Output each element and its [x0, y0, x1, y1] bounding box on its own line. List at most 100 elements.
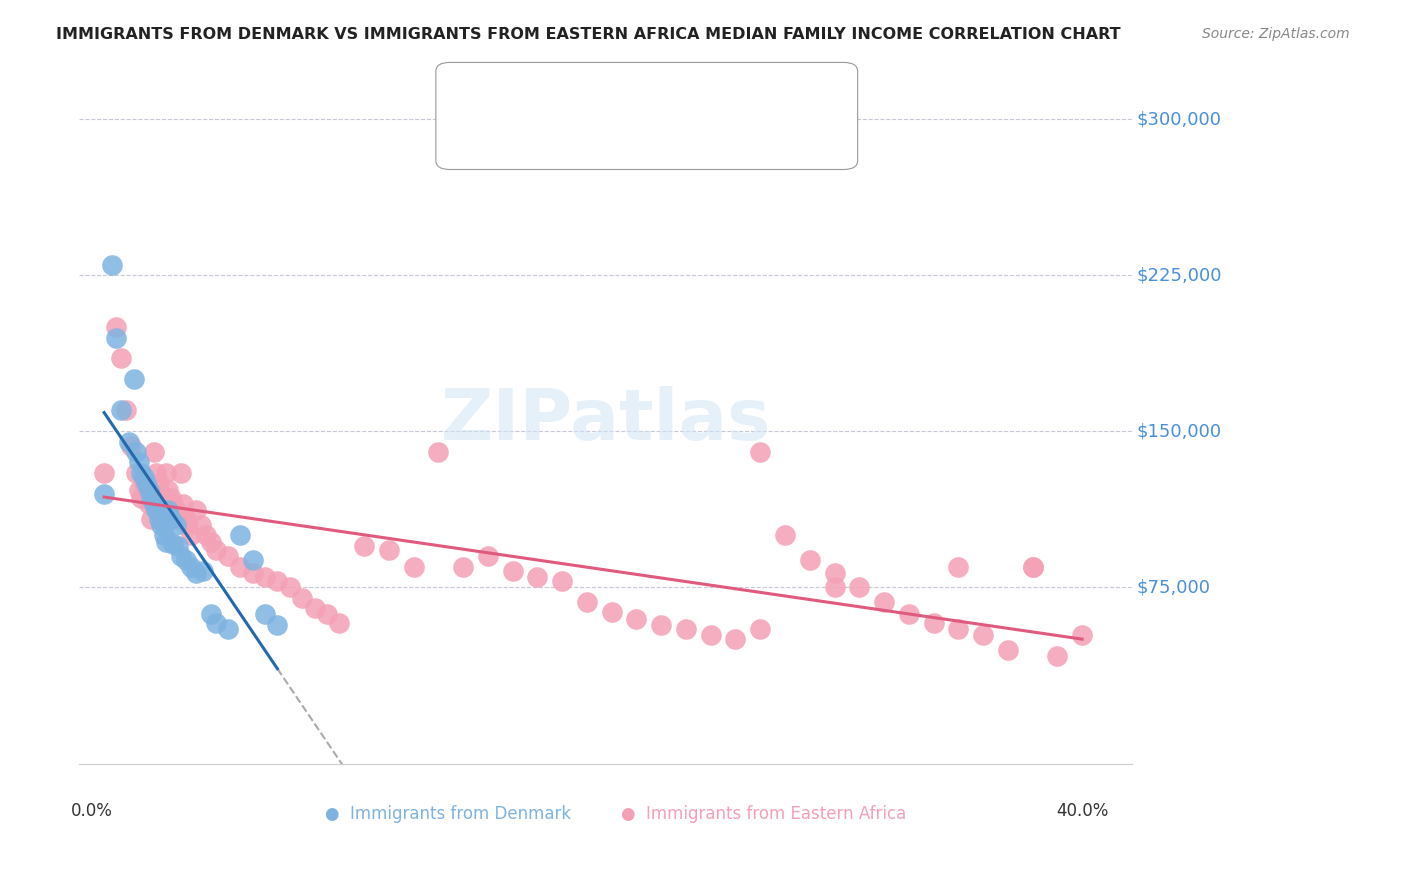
Point: [167, 539, 190, 553]
Point: [120, 439, 142, 453]
Point: [142, 445, 165, 459]
Point: [948, 559, 970, 574]
Point: [157, 503, 180, 517]
Point: [229, 528, 252, 542]
Point: [291, 591, 314, 605]
Point: [194, 528, 217, 542]
Point: [105, 320, 128, 334]
Point: [135, 476, 157, 491]
Text: Source: ZipAtlas.com: Source: ZipAtlas.com: [1202, 27, 1350, 41]
Point: [170, 466, 193, 480]
Point: [172, 497, 194, 511]
Point: [100, 258, 122, 272]
Point: [180, 528, 202, 542]
Point: [200, 534, 222, 549]
Text: -0.206: -0.206: [538, 82, 598, 100]
Point: [254, 570, 277, 584]
Point: [204, 542, 226, 557]
Point: [141, 511, 163, 525]
Point: [128, 483, 150, 497]
Point: [266, 617, 288, 632]
Point: [997, 642, 1019, 657]
Point: [1021, 559, 1043, 574]
Point: [972, 628, 994, 642]
Point: [148, 476, 170, 491]
Point: [824, 580, 846, 594]
Point: [148, 511, 170, 525]
Point: [105, 330, 128, 344]
Point: [135, 491, 157, 505]
Point: [191, 564, 214, 578]
Text: 36: 36: [633, 82, 655, 100]
Point: [93, 466, 115, 480]
Point: [152, 497, 174, 511]
Text: R =: R =: [501, 127, 537, 145]
Point: [217, 622, 239, 636]
Point: [110, 403, 132, 417]
Point: [242, 566, 264, 580]
Point: [132, 470, 155, 484]
Text: R =: R =: [501, 82, 537, 100]
Point: [749, 622, 772, 636]
Point: [160, 511, 183, 525]
Point: [125, 445, 148, 459]
Point: [125, 466, 148, 480]
Point: [110, 351, 132, 366]
Point: [700, 628, 723, 642]
Point: [477, 549, 499, 563]
Text: $75,000: $75,000: [1136, 578, 1211, 597]
Point: [162, 497, 184, 511]
Point: [152, 528, 174, 542]
Text: ●: ●: [465, 81, 485, 101]
Point: [675, 622, 697, 636]
Point: [204, 615, 226, 630]
Point: [948, 622, 970, 636]
Point: [378, 542, 401, 557]
Point: [145, 503, 167, 517]
Point: [551, 574, 574, 588]
Point: [167, 511, 190, 525]
Point: [922, 615, 945, 630]
Text: $300,000: $300,000: [1136, 110, 1222, 128]
Point: [749, 445, 772, 459]
Point: [155, 534, 177, 549]
Text: -0.442: -0.442: [538, 127, 598, 145]
Point: [873, 595, 896, 609]
Point: [526, 570, 548, 584]
Point: [217, 549, 239, 563]
Point: [427, 445, 450, 459]
Point: [600, 605, 623, 619]
Point: [799, 553, 821, 567]
Point: [150, 486, 173, 500]
Point: [242, 553, 264, 567]
Text: ●: ●: [465, 126, 485, 145]
Point: [773, 528, 796, 542]
Point: [150, 517, 173, 532]
Text: ●  Immigrants from Eastern Africa: ● Immigrants from Eastern Africa: [620, 805, 905, 823]
Point: [138, 483, 160, 497]
Point: [122, 372, 145, 386]
Point: [115, 403, 138, 417]
Point: [724, 632, 747, 647]
Point: [141, 491, 163, 505]
Text: ●  Immigrants from Denmark: ● Immigrants from Denmark: [325, 805, 571, 823]
Text: ZIPatlas: ZIPatlas: [440, 386, 770, 455]
Point: [93, 486, 115, 500]
Point: [897, 607, 920, 622]
Point: [118, 434, 141, 449]
Point: [145, 466, 167, 480]
Point: [278, 580, 301, 594]
Point: [174, 511, 197, 525]
Point: [165, 517, 187, 532]
Point: [142, 497, 165, 511]
Text: IMMIGRANTS FROM DENMARK VS IMMIGRANTS FROM EASTERN AFRICA MEDIAN FAMILY INCOME C: IMMIGRANTS FROM DENMARK VS IMMIGRANTS FR…: [56, 27, 1121, 42]
Point: [353, 539, 375, 553]
Point: [190, 517, 212, 532]
Text: 77: 77: [633, 127, 657, 145]
Point: [575, 595, 598, 609]
Point: [129, 466, 152, 480]
Point: [229, 559, 252, 574]
Text: $150,000: $150,000: [1136, 422, 1222, 441]
Point: [328, 615, 350, 630]
Point: [304, 601, 326, 615]
